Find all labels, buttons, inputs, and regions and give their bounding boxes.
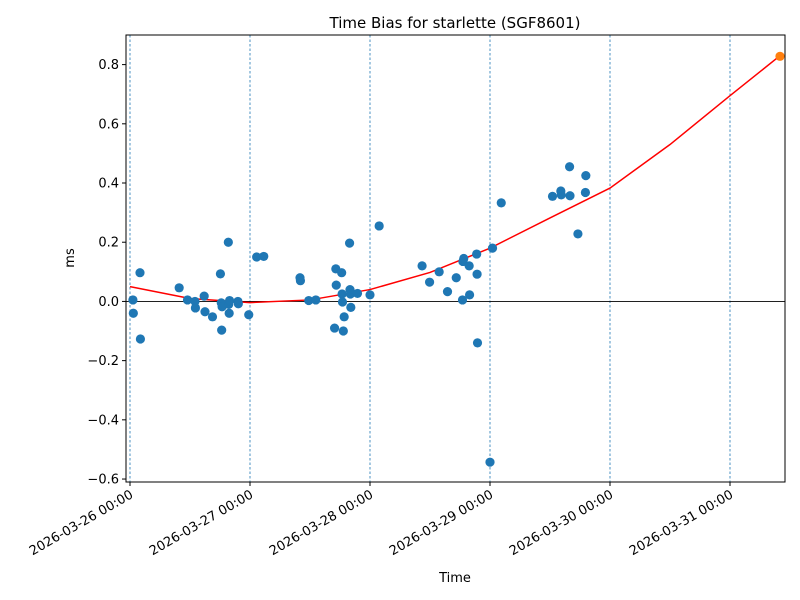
data-point <box>252 252 262 262</box>
chart-title: Time Bias for starlette (SGF8601) <box>329 14 581 32</box>
fit-curve <box>129 55 781 304</box>
x-tick-label: 2026-03-28 00:00 <box>267 487 376 559</box>
data-point <box>338 326 348 336</box>
y-tick-label: −0.6 <box>87 473 119 488</box>
data-point <box>224 295 235 306</box>
prediction-point <box>775 51 785 61</box>
data-point <box>339 312 349 322</box>
data-point <box>182 295 193 305</box>
x-tick-label: 2026-03-27 00:00 <box>147 487 256 559</box>
data-point <box>224 308 234 318</box>
data-point <box>442 287 453 297</box>
data-point <box>329 323 340 333</box>
plot-area <box>125 34 786 483</box>
data-point <box>345 289 356 299</box>
data-point <box>464 261 474 271</box>
y-tick-label: −0.2 <box>87 354 119 369</box>
data-point <box>424 277 435 287</box>
data-point <box>259 251 269 262</box>
data-point <box>472 249 482 259</box>
data-point <box>485 457 495 467</box>
data-point <box>374 221 384 231</box>
x-tick-label: 2026-03-31 00:00 <box>627 487 736 559</box>
y-tick-label: 0.2 <box>98 236 119 251</box>
x-tick-label: 2026-03-26 00:00 <box>27 487 136 559</box>
data-point <box>200 307 210 317</box>
data-point <box>459 253 469 264</box>
data-point <box>580 187 591 198</box>
data-point <box>472 269 482 279</box>
data-point <box>174 283 184 293</box>
x-tick-label: 2026-03-30 00:00 <box>507 487 616 559</box>
y-tick-label: 0.6 <box>98 117 119 132</box>
data-point <box>135 268 145 278</box>
data-point <box>337 289 347 299</box>
data-point <box>451 273 461 283</box>
data-point <box>199 291 209 301</box>
data-point <box>564 162 575 172</box>
data-point <box>135 334 146 344</box>
data-point <box>304 295 314 306</box>
data-point <box>295 276 306 286</box>
y-axis: −0.6 −0.4 −0.2 0.0 0.2 0.4 0.6 0.8 <box>87 58 126 488</box>
data-point <box>346 302 356 312</box>
y-tick-label: 0.8 <box>98 58 119 73</box>
y-tick-label: 0.4 <box>98 177 119 192</box>
data-point <box>337 268 347 278</box>
data-point <box>244 310 254 320</box>
data-point <box>581 171 591 181</box>
data-point <box>556 190 566 200</box>
y-axis-title: ms <box>63 248 78 268</box>
data-point <box>344 238 355 248</box>
data-point <box>496 198 506 208</box>
data-point <box>365 290 375 300</box>
x-axis-title: Time <box>438 571 471 586</box>
data-point <box>190 303 201 313</box>
data-point <box>233 299 243 309</box>
x-axis: 2026-03-26 00:00 2026-03-27 00:00 2026-03-… <box>27 482 736 559</box>
data-point <box>128 295 138 305</box>
data-point <box>337 297 348 307</box>
data-point <box>311 295 321 305</box>
y-tick-label: −0.4 <box>87 413 119 428</box>
data-point <box>487 243 498 253</box>
plot-frame <box>125 34 786 483</box>
data-point <box>128 308 138 318</box>
data-point <box>457 295 468 305</box>
data-point <box>417 261 427 271</box>
data-point <box>464 290 475 300</box>
data-point <box>352 288 363 299</box>
data-point <box>472 338 483 348</box>
data-point <box>217 325 227 335</box>
data-point <box>207 312 218 322</box>
y-tick-label: 0.0 <box>98 295 119 310</box>
data-point <box>331 280 341 290</box>
data-point <box>573 229 583 239</box>
x-tick-label: 2026-03-29 00:00 <box>387 487 496 559</box>
data-point <box>215 269 226 279</box>
data-point <box>434 267 444 277</box>
data-point <box>223 237 233 247</box>
data-point <box>190 296 200 307</box>
data-point <box>565 191 575 201</box>
data-point <box>547 191 558 201</box>
